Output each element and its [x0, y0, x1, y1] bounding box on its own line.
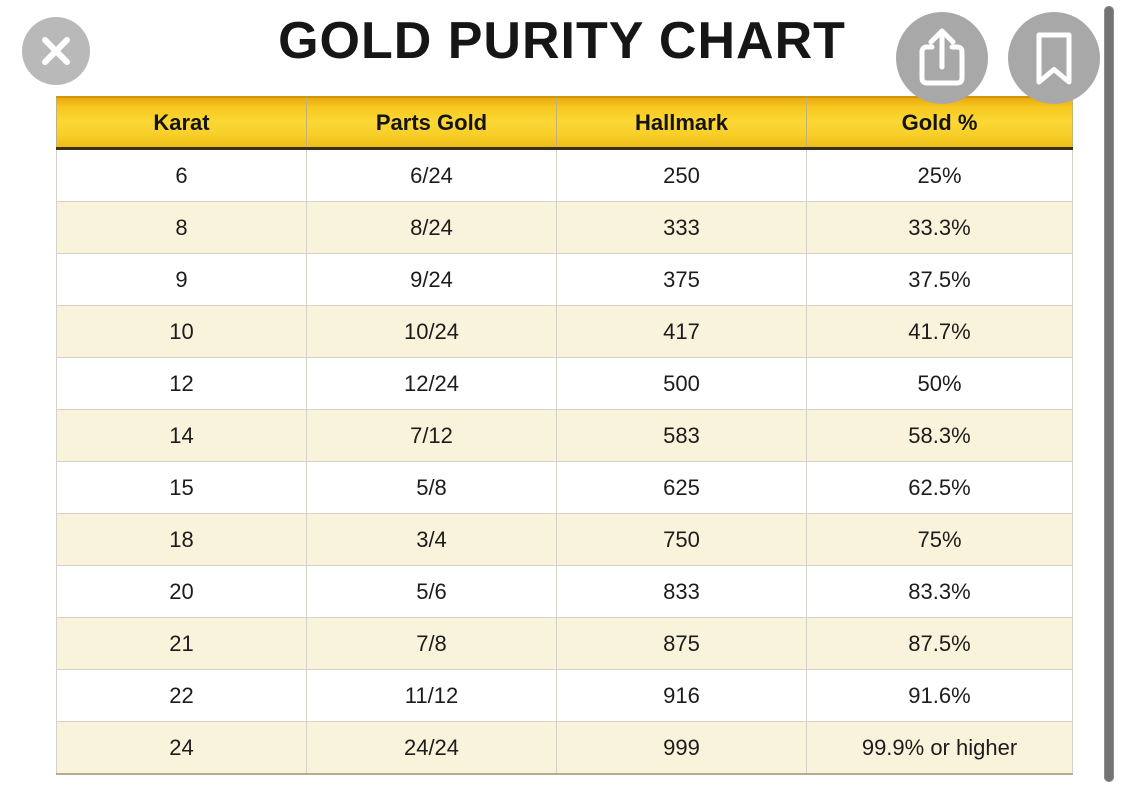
table-cell: 417: [556, 305, 807, 358]
table-header-row: Karat Parts Gold Hallmark Gold %: [56, 96, 1073, 150]
table-cell: 875: [556, 617, 807, 670]
table-cell: 10/24: [306, 305, 557, 358]
table-cell: 9/24: [306, 253, 557, 306]
column-header: Parts Gold: [306, 96, 557, 150]
table-cell: 10: [56, 305, 307, 358]
table-cell: 87.5%: [806, 617, 1073, 670]
close-icon: [22, 17, 90, 85]
table-row: 8 8/24 333 33.3%: [56, 201, 1073, 254]
table-cell: 8: [56, 201, 307, 254]
table-cell: 22: [56, 669, 307, 722]
table-cell: 21: [56, 617, 307, 670]
table-cell: 7/8: [306, 617, 557, 670]
table-cell: 5/6: [306, 565, 557, 618]
table-row: 12 12/24 500 50%: [56, 357, 1073, 410]
close-button[interactable]: [22, 17, 90, 85]
table-cell: 50%: [806, 357, 1073, 410]
table-cell: 625: [556, 461, 807, 514]
table-cell: 18: [56, 513, 307, 566]
table-cell: 9: [56, 253, 307, 306]
bookmark-button[interactable]: [1008, 12, 1100, 104]
table-cell: 7/12: [306, 409, 557, 462]
table-row: 18 3/4 750 75%: [56, 513, 1073, 566]
table-cell: 12: [56, 357, 307, 410]
table-cell: 999: [556, 721, 807, 775]
table-cell: 6: [56, 148, 307, 202]
table-row: 22 11/12 916 91.6%: [56, 669, 1073, 722]
table-cell: 37.5%: [806, 253, 1073, 306]
table-cell: 375: [556, 253, 807, 306]
table-cell: 833: [556, 565, 807, 618]
page-title: GOLD PURITY CHART: [278, 12, 846, 70]
table-cell: 20: [56, 565, 307, 618]
gold-purity-table: Karat Parts Gold Hallmark Gold % 6 6/24 250 25…: [56, 96, 1073, 775]
column-header: Gold %: [806, 96, 1073, 150]
table-cell: 8/24: [306, 201, 557, 254]
table-cell: 583: [556, 409, 807, 462]
bookmark-icon: [1008, 12, 1100, 104]
table-cell: 500: [556, 357, 807, 410]
table-body: 6 6/24 250 25% 8 8/24 333 33.3% 9 9/24 375 37.5% 10 1…: [56, 148, 1073, 775]
table-cell: 250: [556, 148, 807, 202]
table-row: 9 9/24 375 37.5%: [56, 253, 1073, 306]
table-cell: 24: [56, 721, 307, 775]
table-cell: 25%: [806, 148, 1073, 202]
table-row: 24 24/24 999 99.9% or higher: [56, 721, 1073, 775]
table-cell: 333: [556, 201, 807, 254]
table-row: 10 10/24 417 41.7%: [56, 305, 1073, 358]
table-cell: 24/24: [306, 721, 557, 775]
table-row: 15 5/8 625 62.5%: [56, 461, 1073, 514]
table-cell: 41.7%: [806, 305, 1073, 358]
table-cell: 75%: [806, 513, 1073, 566]
table-cell: 99.9% or higher: [806, 721, 1073, 775]
table-cell: 750: [556, 513, 807, 566]
table-cell: 15: [56, 461, 307, 514]
table-row: 14 7/12 583 58.3%: [56, 409, 1073, 462]
table-cell: 6/24: [306, 148, 557, 202]
column-header: Hallmark: [556, 96, 807, 150]
table-row: 6 6/24 250 25%: [56, 148, 1073, 202]
table-cell: 5/8: [306, 461, 557, 514]
table-cell: 83.3%: [806, 565, 1073, 618]
table-cell: 12/24: [306, 357, 557, 410]
share-button[interactable]: [896, 12, 988, 104]
table-cell: 58.3%: [806, 409, 1073, 462]
column-header: Karat: [56, 96, 307, 150]
table-cell: 14: [56, 409, 307, 462]
table-cell: 3/4: [306, 513, 557, 566]
table-cell: 11/12: [306, 669, 557, 722]
table-row: 21 7/8 875 87.5%: [56, 617, 1073, 670]
scrollbar-thumb[interactable]: [1104, 6, 1114, 782]
table-cell: 33.3%: [806, 201, 1073, 254]
table-cell: 91.6%: [806, 669, 1073, 722]
table-row: 20 5/6 833 83.3%: [56, 565, 1073, 618]
share-icon: [896, 12, 988, 104]
table-cell: 916: [556, 669, 807, 722]
table-cell: 62.5%: [806, 461, 1073, 514]
